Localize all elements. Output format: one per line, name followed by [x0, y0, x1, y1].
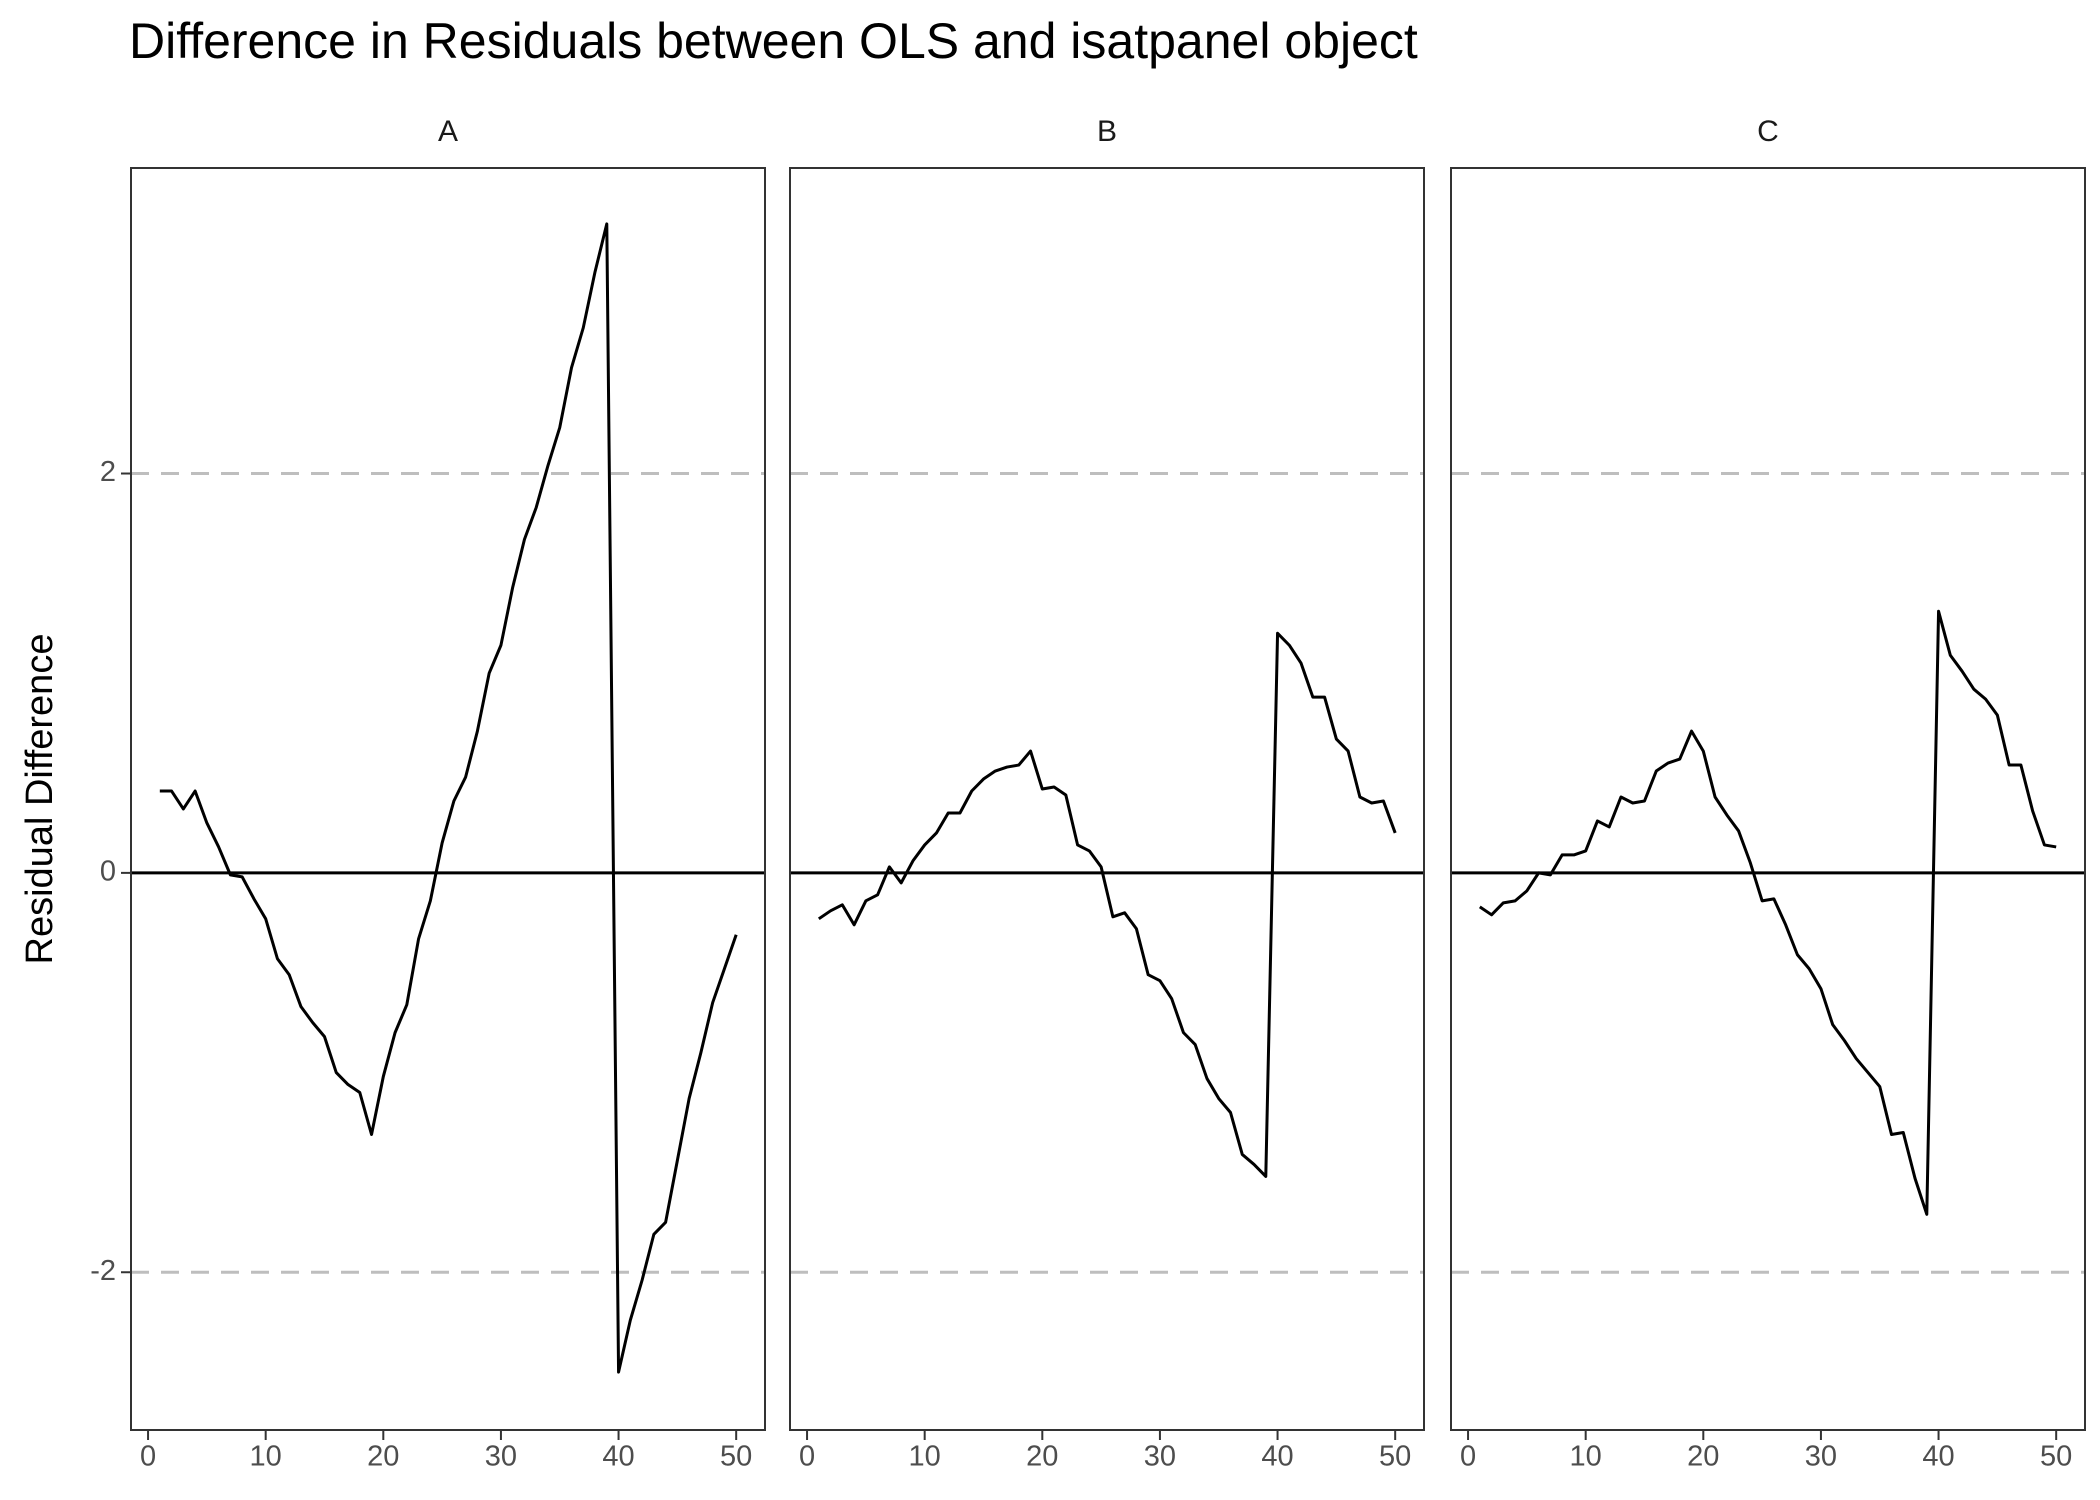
x-tick-label: 30	[485, 1441, 517, 1473]
data-line	[1478, 609, 2057, 1216]
x-tick-label: 10	[1570, 1441, 1602, 1473]
x-tick-label: 0	[140, 1441, 156, 1473]
x-tick-label: 20	[1687, 1441, 1719, 1473]
facet-label: B	[1097, 115, 1117, 148]
x-tick-label: 20	[367, 1441, 399, 1473]
panel-border	[1450, 167, 2086, 1431]
y-axis-title: Residual Difference	[19, 634, 61, 965]
data-line	[817, 631, 1397, 1178]
x-tick-label: 30	[1805, 1441, 1837, 1473]
data-line	[159, 222, 738, 1374]
panel-border	[789, 167, 1425, 1431]
chart-title: Difference in Residuals between OLS and …	[129, 13, 1418, 69]
y-tick-label: -2	[90, 1255, 116, 1287]
x-tick-label: 10	[909, 1441, 941, 1473]
y-tick-label: 2	[100, 456, 116, 488]
x-tick-label: 50	[2040, 1441, 2072, 1473]
x-tick-label: 10	[250, 1441, 282, 1473]
x-tick-label: 50	[1379, 1441, 1411, 1473]
x-tick-label: 50	[720, 1441, 752, 1473]
x-tick-label: 0	[799, 1441, 815, 1473]
panel-border	[130, 167, 766, 1431]
x-tick-label: 0	[1460, 1441, 1476, 1473]
y-tick-label: 0	[100, 856, 116, 888]
x-tick-label: 30	[1144, 1441, 1176, 1473]
facet-label: A	[438, 115, 458, 148]
facet-label: C	[1757, 115, 1779, 148]
x-tick-label: 40	[1261, 1441, 1293, 1473]
x-tick-label: 40	[602, 1441, 634, 1473]
x-tick-label: 40	[1922, 1441, 1954, 1473]
x-tick-label: 20	[1026, 1441, 1058, 1473]
